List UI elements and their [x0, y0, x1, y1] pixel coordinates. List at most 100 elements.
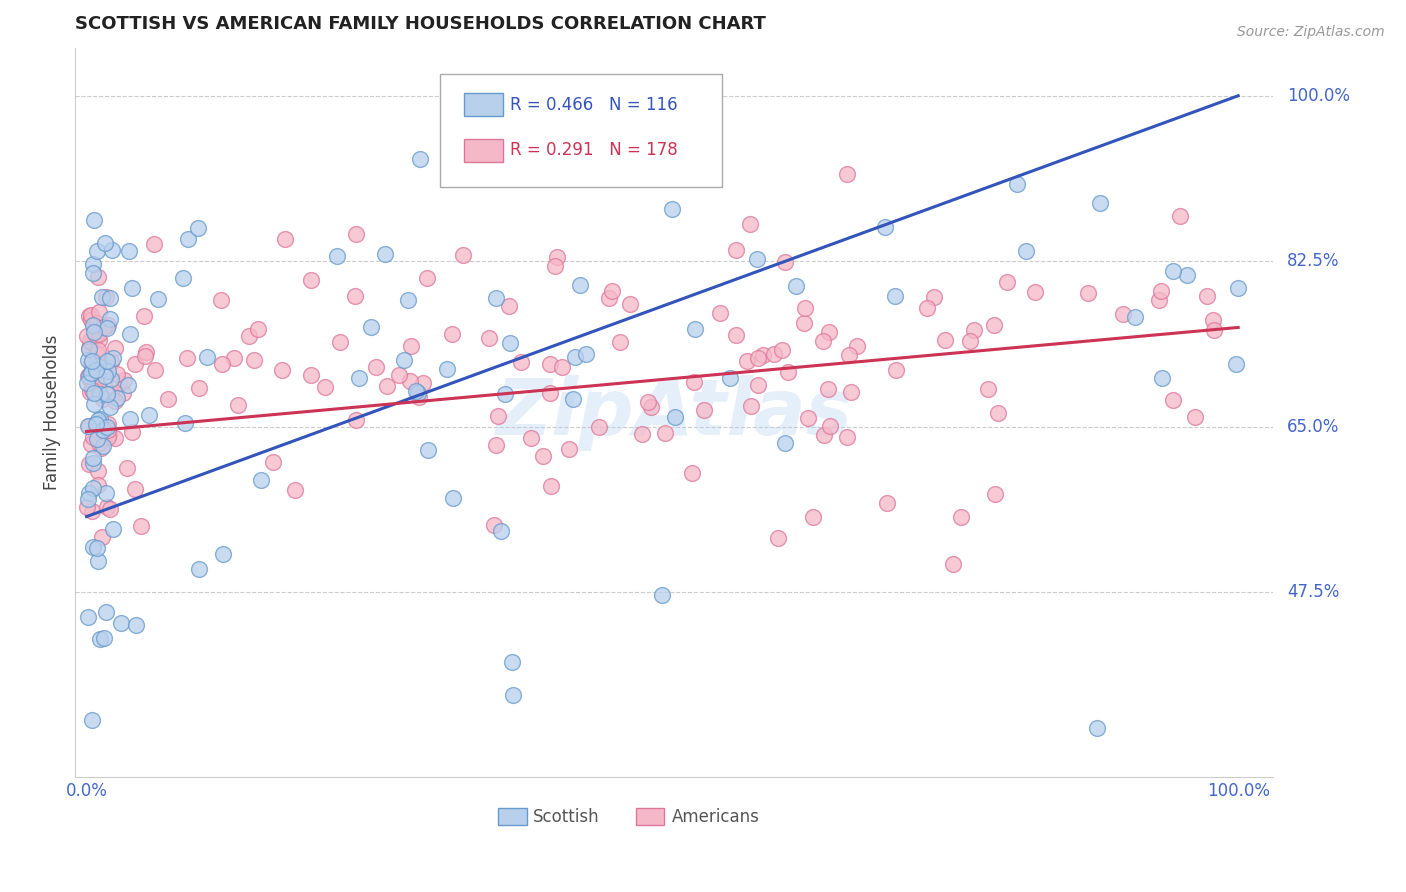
Text: 82.5%: 82.5%	[1286, 252, 1340, 270]
Point	[813, 428, 835, 442]
Point	[76, 419, 98, 434]
Point	[1112, 307, 1135, 321]
Point	[83, 213, 105, 227]
Point	[917, 301, 939, 315]
Point	[104, 431, 127, 445]
Point	[792, 316, 814, 330]
Point	[543, 259, 565, 273]
Point	[299, 368, 322, 383]
Text: 100.0%: 100.0%	[1286, 87, 1350, 104]
Point	[76, 500, 98, 514]
Point	[82, 335, 104, 350]
Text: 65.0%: 65.0%	[1286, 417, 1340, 436]
Point	[96, 364, 118, 378]
Point	[651, 588, 673, 602]
Point	[637, 394, 659, 409]
Point	[1085, 721, 1108, 735]
Point	[87, 378, 110, 392]
Point	[91, 290, 114, 304]
Point	[785, 279, 807, 293]
Point	[839, 384, 862, 399]
Point	[314, 380, 336, 394]
Point	[96, 318, 118, 333]
Point	[77, 486, 100, 500]
Point	[399, 374, 422, 388]
Point	[1147, 293, 1170, 308]
Point	[86, 432, 108, 446]
Point	[87, 384, 110, 398]
Point	[76, 610, 98, 624]
Point	[83, 424, 105, 438]
Point	[77, 369, 100, 384]
Point	[562, 392, 585, 406]
Text: ZipAtlas: ZipAtlas	[495, 375, 852, 450]
Point	[79, 458, 101, 472]
Point	[876, 496, 898, 510]
Point	[485, 292, 508, 306]
Point	[98, 312, 121, 326]
Point	[270, 363, 292, 377]
Point	[846, 339, 869, 353]
Point	[94, 605, 117, 619]
Point	[766, 531, 789, 545]
Point	[963, 323, 986, 337]
Point	[87, 305, 110, 319]
Point	[747, 351, 769, 365]
Point	[98, 400, 121, 414]
Point	[135, 344, 157, 359]
Point	[87, 464, 110, 478]
Point	[394, 353, 416, 368]
Point	[478, 331, 501, 345]
Point	[89, 411, 111, 425]
Point	[94, 236, 117, 251]
Point	[949, 509, 972, 524]
Point	[86, 541, 108, 555]
Point	[91, 530, 114, 544]
Point	[575, 347, 598, 361]
Point	[121, 425, 143, 439]
Point	[661, 202, 683, 217]
Point	[79, 310, 101, 324]
Point	[685, 322, 707, 336]
Point	[619, 297, 641, 311]
Point	[76, 376, 98, 391]
Point	[87, 270, 110, 285]
Point	[813, 334, 835, 349]
Point	[762, 347, 785, 361]
Point	[364, 359, 387, 374]
Point	[752, 348, 775, 362]
FancyBboxPatch shape	[464, 93, 502, 116]
Point	[873, 219, 896, 234]
Text: 47.5%: 47.5%	[1286, 583, 1340, 601]
Point	[709, 305, 731, 319]
Point	[82, 481, 104, 495]
Point	[124, 482, 146, 496]
Point	[987, 406, 1010, 420]
Point	[111, 386, 134, 401]
Point	[1161, 264, 1184, 278]
Point	[778, 365, 800, 379]
Point	[835, 430, 858, 444]
Point	[83, 385, 105, 400]
Point	[501, 656, 523, 670]
Point	[725, 327, 748, 342]
Point	[94, 369, 117, 384]
Point	[104, 393, 127, 408]
Point	[1161, 392, 1184, 407]
Point	[86, 384, 108, 399]
Point	[884, 363, 907, 377]
Point	[222, 351, 245, 366]
Point	[197, 351, 219, 365]
Point	[564, 351, 586, 365]
Point	[105, 392, 128, 406]
Point	[502, 688, 524, 702]
Point	[494, 387, 516, 401]
Point	[1015, 244, 1038, 258]
Point	[82, 430, 104, 444]
Point	[238, 329, 260, 343]
Point	[79, 334, 101, 348]
Point	[360, 320, 382, 334]
Point	[983, 318, 1005, 332]
Point	[79, 437, 101, 451]
Point	[1005, 177, 1028, 191]
